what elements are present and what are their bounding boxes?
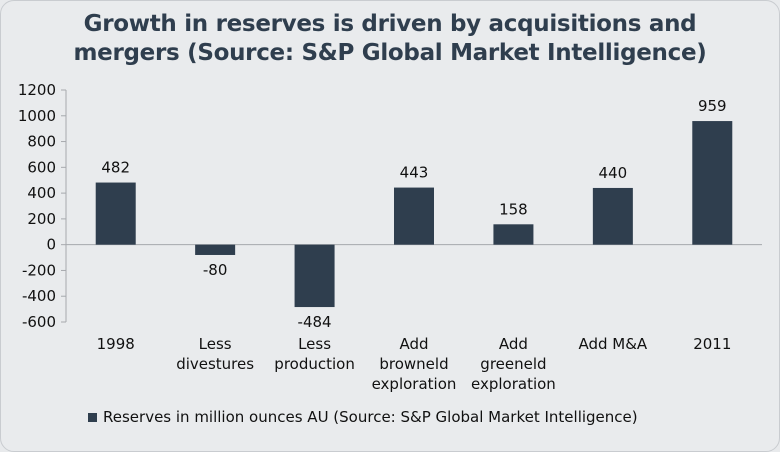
x-category-label: divestures bbox=[176, 355, 254, 373]
y-tick-label: -200 bbox=[22, 261, 56, 279]
bar bbox=[493, 224, 534, 245]
y-tick-label: -600 bbox=[22, 313, 56, 331]
bar bbox=[592, 187, 633, 245]
chart-legend: Reserves in million ounces AU (Source: S… bbox=[88, 408, 638, 426]
data-label: 959 bbox=[698, 97, 727, 115]
x-category-label: greeneld bbox=[480, 355, 546, 373]
x-category-label: exploration bbox=[372, 375, 457, 393]
bar bbox=[95, 182, 136, 245]
bar bbox=[294, 244, 335, 308]
legend-label: Reserves in million ounces AU (Source: S… bbox=[103, 408, 638, 426]
y-tick-label: 600 bbox=[27, 158, 56, 176]
x-category-label: Add bbox=[399, 335, 428, 353]
bar bbox=[195, 244, 236, 255]
x-category-label: 2011 bbox=[693, 335, 731, 353]
x-category-label: Less bbox=[199, 335, 232, 353]
data-label: 443 bbox=[400, 164, 429, 182]
x-category-label: 1998 bbox=[97, 335, 135, 353]
legend-swatch bbox=[88, 412, 97, 422]
y-tick-label: 0 bbox=[46, 236, 56, 254]
x-category-label: production bbox=[274, 355, 355, 373]
y-tick-label: 400 bbox=[27, 184, 56, 202]
x-category-label: Add bbox=[499, 335, 528, 353]
bar bbox=[394, 187, 434, 245]
chart-title: Growth in reserves is driven by acquisit… bbox=[73, 11, 707, 66]
y-tick-label: -400 bbox=[22, 287, 56, 305]
x-category-label: Less bbox=[298, 335, 331, 353]
data-label: 440 bbox=[599, 164, 628, 182]
y-tick-label: 200 bbox=[27, 210, 56, 228]
data-label: -484 bbox=[298, 313, 332, 331]
data-label: -80 bbox=[203, 261, 228, 279]
y-tick-label: 1000 bbox=[18, 107, 56, 125]
x-category-label: browneld bbox=[379, 355, 448, 373]
y-tick-label: 800 bbox=[27, 133, 56, 151]
x-category-label: Add M&A bbox=[578, 335, 647, 353]
x-category-label: exploration bbox=[471, 375, 556, 393]
y-tick-label: 1200 bbox=[18, 81, 56, 99]
bar bbox=[692, 121, 733, 245]
data-label: 158 bbox=[499, 200, 528, 218]
data-label: 482 bbox=[101, 159, 130, 177]
